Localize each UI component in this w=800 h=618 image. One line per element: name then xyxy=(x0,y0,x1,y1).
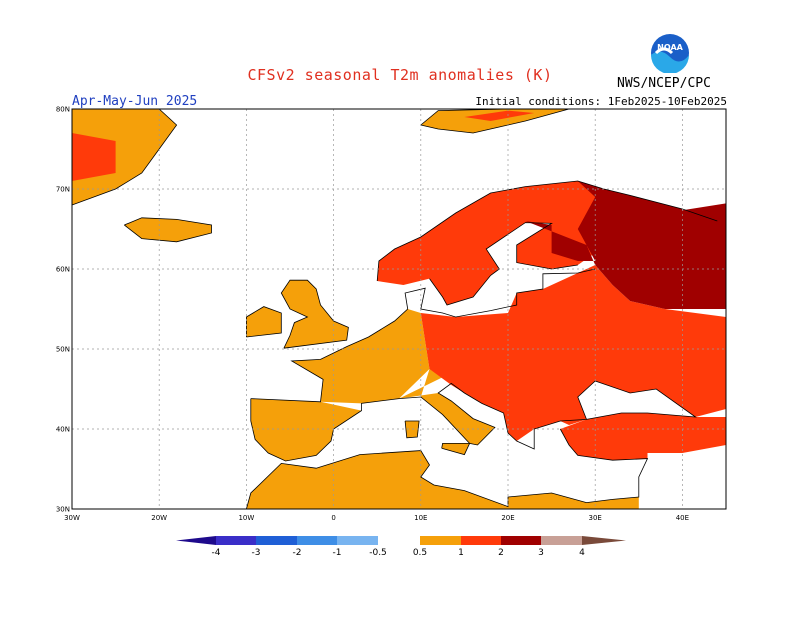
lon-tick-label: 10W xyxy=(238,514,254,522)
coastline-7 xyxy=(124,217,212,243)
colorbar-label: 4 xyxy=(579,548,585,558)
colorbar-swatches xyxy=(176,536,626,545)
lon-tick-label: 30W xyxy=(64,514,80,522)
anomaly-region-14 xyxy=(72,133,116,181)
colorbar-label: 1 xyxy=(458,548,464,558)
anomaly-region-16 xyxy=(420,109,569,133)
anomaly-region-1 xyxy=(291,309,430,404)
colorbar-label: -1 xyxy=(333,548,342,558)
colorbar-swatch xyxy=(256,536,297,545)
anomaly-region-2 xyxy=(399,369,495,445)
colorbar-swatch xyxy=(501,536,541,545)
anomaly-cells xyxy=(72,109,726,509)
longitude-labels: 30W 20W 10W 0 10E 20E 30E 40E xyxy=(64,514,689,522)
colorbar-swatch xyxy=(541,536,582,545)
coastline-2 xyxy=(246,428,649,510)
colorbar-label: -0.5 xyxy=(369,548,387,558)
colorbar-swatch-low xyxy=(176,536,216,545)
anomaly-region-10 xyxy=(377,181,604,305)
colorbar-swatch xyxy=(216,536,256,545)
colorbar-swatch xyxy=(420,536,461,545)
latitude-labels: 30N 40N 50N 60N 70N 80N xyxy=(56,106,70,514)
lat-tick-label: 60N xyxy=(56,266,70,274)
lon-tick-label: 10E xyxy=(414,514,427,522)
lat-tick-label: 50N xyxy=(56,346,70,354)
colorbar-label: 0.5 xyxy=(413,548,427,558)
forecast-period: Apr-May-Jun 2025 xyxy=(72,94,198,109)
anomaly-region-15 xyxy=(124,217,212,242)
lon-tick-label: 40E xyxy=(676,514,689,522)
agency-label: NWS/NCEP/CPC xyxy=(617,76,711,91)
lat-tick-label: 70N xyxy=(56,186,70,194)
anomaly-region-7 xyxy=(246,306,282,337)
coastline-9 xyxy=(441,442,471,456)
coastline-10 xyxy=(404,420,420,439)
lat-tick-label: 40N xyxy=(56,426,70,434)
map-frame xyxy=(71,108,727,510)
coastline-11 xyxy=(71,108,178,206)
colorbar-swatch xyxy=(337,536,378,545)
map-title: CFSv2 seasonal T2m anomalies (K) xyxy=(247,66,553,84)
noaa-logo: NOAA xyxy=(650,33,690,74)
anomaly-region-13 xyxy=(72,109,177,205)
anomaly-region-12 xyxy=(665,203,726,229)
logo-text: NOAA xyxy=(657,43,683,52)
colorbar-swatch xyxy=(378,536,420,545)
colorbar-label: 3 xyxy=(538,548,544,558)
anomaly-region-9 xyxy=(560,413,726,461)
coastline-6 xyxy=(429,222,578,306)
lat-tick-label: 80N xyxy=(56,106,70,114)
lon-tick-label: 20E xyxy=(501,514,514,522)
lon-tick-label: 20W xyxy=(151,514,167,522)
lon-tick-label: 0 xyxy=(331,514,335,522)
lat-tick-label: 30N xyxy=(56,506,70,514)
colorbar-label: -4 xyxy=(212,548,221,558)
anomaly-region-17 xyxy=(464,110,535,121)
colorbar-swatch xyxy=(297,536,337,545)
anomaly-region-8 xyxy=(420,265,726,441)
coastline-3 xyxy=(280,279,349,349)
colorbar-label: -2 xyxy=(293,548,302,558)
coastline-8 xyxy=(420,108,570,134)
anomaly-region-3 xyxy=(441,443,470,455)
coastline-0 xyxy=(250,268,596,403)
anomaly-region-6 xyxy=(281,280,349,349)
lon-tick-label: 30E xyxy=(589,514,602,522)
colorbar-swatch-high xyxy=(582,536,626,545)
graticule xyxy=(72,109,726,509)
colorbar-label: 2 xyxy=(498,548,504,558)
colorbar-swatch xyxy=(461,536,501,545)
colorbar-label: -3 xyxy=(252,548,261,558)
initial-conditions: Initial conditions: 1Feb2025-10Feb2025 xyxy=(475,95,727,108)
colorbar-labels: -4 -3 -2 -1 -0.5 0.5 1 2 3 4 xyxy=(212,548,586,558)
anomaly-region-4 xyxy=(405,421,420,438)
